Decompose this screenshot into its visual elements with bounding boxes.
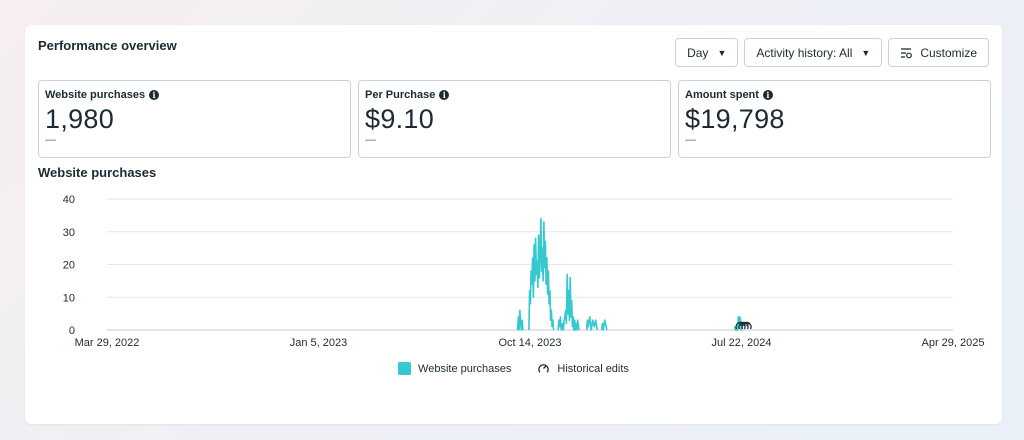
series-line [600,319,608,331]
historical-edit-needle [740,322,744,327]
historical-edit-marker [738,321,749,330]
historical-edit-needle [743,322,747,327]
legend-item-website-purchases[interactable]: Website purchases [398,362,511,375]
activity-history-dropdown[interactable]: Activity history: All ▼ [744,38,883,67]
metric-delta: — [685,134,696,146]
day-dropdown[interactable]: Day ▼ [675,38,739,67]
info-icon[interactable]: i [762,90,773,100]
metric-card-website-purchases[interactable]: Website purchases i 1,980 — [38,80,351,158]
metric-value: $19,798 [685,104,785,134]
legend-item-historical-edits[interactable]: Historical edits [537,362,629,375]
x-tick-label: Oct 14, 2023 [499,337,562,349]
metric-label: Amount spent [685,89,759,101]
performance-overview-card: Performance overview Day ▼ Activity hist… [25,25,1002,424]
series-swatch [398,362,412,375]
metric-label-row: Per Purchase i [365,89,664,101]
legend-label: Website purchases [418,362,512,375]
x-tick-label: Jul 22, 2024 [712,337,772,349]
website-purchases-chart: 0 10 20 30 40 Mar 29, 2022 Jan 5, 2023 Oct 14, … [63,194,985,349]
metric-label: Per Purchase [365,89,436,101]
metric-delta: — [45,134,56,146]
series-line [516,309,524,331]
historical-edit-marker [741,321,752,330]
metric-label-row: Amount spent i [685,89,984,101]
y-tick-label: 40 [63,194,75,206]
metric-card-per-purchase[interactable]: Per Purchase i $9.10 — [358,80,671,158]
y-tick-label: 0 [69,325,75,337]
historical-edits-icon [538,364,550,373]
series-line [585,316,598,331]
metric-card-amount-spent[interactable]: Amount spent i $19,798 — [678,80,991,158]
chart-legend: Website purchases Historical edits [25,362,1002,375]
y-tick-label: 30 [63,227,75,239]
caret-down-icon: ▼ [717,47,727,58]
activity-history-label: Activity history: All [756,45,853,60]
metric-label: Website purchases [45,89,146,101]
x-tick-label: Jan 5, 2023 [290,337,348,349]
series-line [557,273,580,331]
metric-label-row: Website purchases i [45,89,344,101]
legend-label: Historical edits [557,362,629,375]
customize-button[interactable]: Customize [888,38,989,67]
page-title: Performance overview [38,38,177,53]
caret-down-icon: ▼ [861,47,871,58]
metric-value: $9.10 [365,104,435,134]
y-tick-label: 10 [63,292,75,304]
toolbar: Day ▼ Activity history: All ▼ Customize [675,38,989,67]
info-icon[interactable]: i [439,90,450,100]
y-tick-label: 20 [63,260,75,272]
chart-title: Website purchases [38,165,157,180]
metric-delta: — [365,134,376,146]
series-line [733,316,743,331]
historical-edit-needle [746,322,750,327]
x-tick-label: Apr 29, 2025 [922,337,985,349]
series-line [528,217,555,331]
customize-label: Customize [920,45,977,60]
metric-value: 1,980 [45,104,115,134]
historical-edit-marker [735,321,746,330]
x-tick-label: Mar 29, 2022 [75,337,140,349]
customize-icon [901,47,913,58]
info-icon[interactable]: i [149,90,160,100]
metrics-row: Website purchases i 1,980 — Per Purchase… [38,80,991,158]
day-dropdown-label: Day [687,45,709,60]
